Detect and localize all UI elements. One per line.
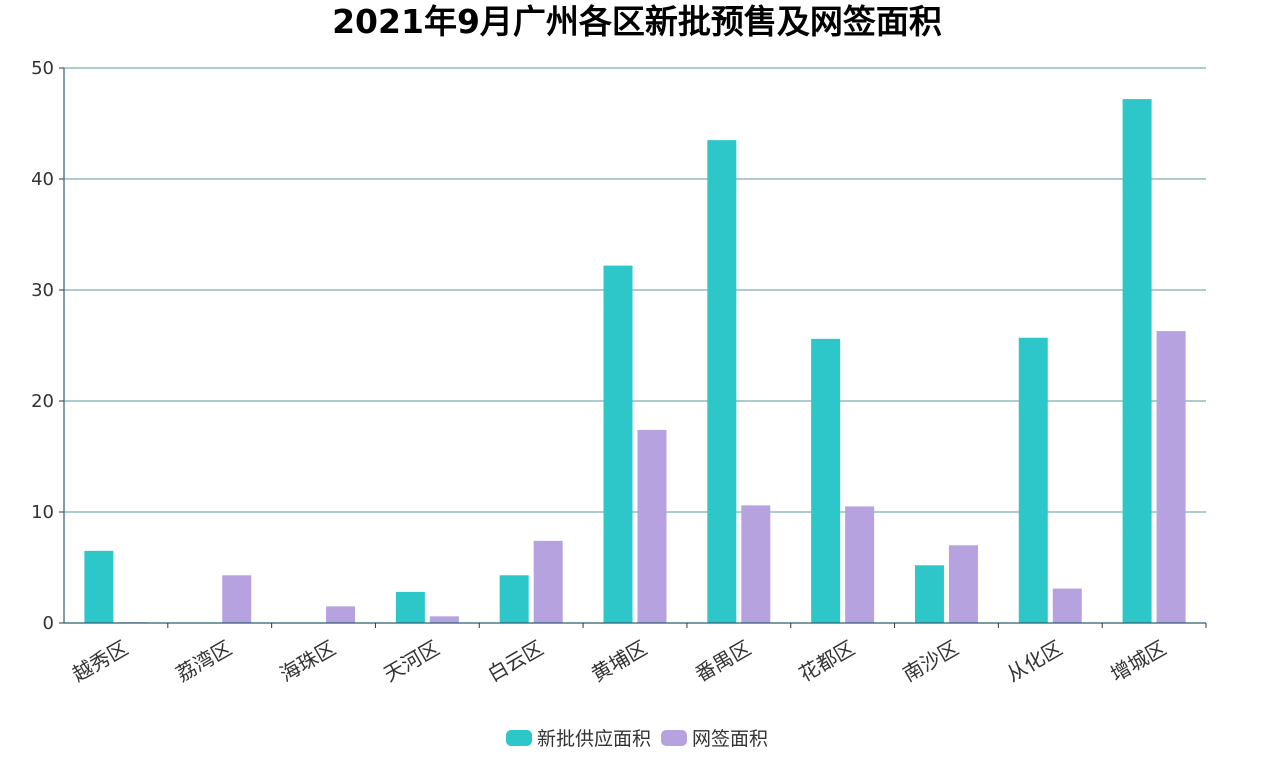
bar-supply-10[interactable] bbox=[1122, 99, 1152, 623]
bar-signed-2[interactable] bbox=[326, 606, 356, 623]
grid-layer bbox=[64, 67, 1206, 513]
y-tick-label: 20 bbox=[31, 391, 54, 412]
bar-supply-7[interactable] bbox=[811, 338, 841, 623]
x-tick-label: 越秀区 bbox=[68, 636, 132, 687]
y-tick-label: 0 bbox=[43, 613, 54, 634]
chart-title: 2021年9月广州各区新批预售及网签面积 bbox=[332, 2, 942, 41]
legend-swatch bbox=[661, 729, 687, 746]
y-tick-label: 50 bbox=[31, 58, 54, 79]
bar-signed-7[interactable] bbox=[845, 506, 875, 623]
x-tick-label: 天河区 bbox=[380, 636, 444, 687]
legend-item-supply[interactable]: 新批供应面积 bbox=[505, 724, 651, 751]
x-tick-label: 南沙区 bbox=[899, 636, 963, 687]
x-tick-label: 从化区 bbox=[1002, 636, 1066, 687]
x-tick-label: 荔湾区 bbox=[172, 636, 236, 687]
x-tick-label: 花都区 bbox=[795, 636, 859, 687]
bar-signed-9[interactable] bbox=[1052, 588, 1082, 623]
bar-signed-10[interactable] bbox=[1156, 331, 1186, 623]
y-tick-label: 40 bbox=[31, 169, 54, 190]
y-tick-label: 30 bbox=[31, 280, 54, 301]
bar-signed-1[interactable] bbox=[222, 575, 252, 623]
bar-signed-6[interactable] bbox=[741, 505, 771, 623]
legend-label: 新批供应面积 bbox=[536, 728, 651, 750]
bar-supply-4[interactable] bbox=[499, 575, 529, 623]
x-tick-label: 黄埔区 bbox=[587, 636, 651, 687]
bar-signed-8[interactable] bbox=[948, 545, 978, 623]
bar-signed-5[interactable] bbox=[637, 429, 667, 623]
legend-label: 网签面积 bbox=[692, 728, 769, 750]
bar-supply-8[interactable] bbox=[914, 565, 944, 623]
bar-supply-5[interactable] bbox=[603, 265, 633, 623]
y-tick-label: 10 bbox=[31, 502, 54, 523]
bar-supply-9[interactable] bbox=[1018, 337, 1048, 623]
bar-signed-3[interactable] bbox=[429, 616, 459, 623]
legend-item-signed[interactable]: 网签面积 bbox=[661, 724, 768, 751]
legend-swatch bbox=[505, 729, 532, 746]
bar-signed-4[interactable] bbox=[533, 540, 563, 623]
x-tick-label: 番禺区 bbox=[691, 636, 755, 687]
x-tick-label: 增城区 bbox=[1106, 636, 1170, 687]
bar-supply-3[interactable] bbox=[395, 591, 425, 623]
bar-supply-0[interactable] bbox=[84, 550, 114, 623]
x-tick-label: 白云区 bbox=[483, 636, 547, 687]
bars-layer bbox=[84, 99, 1186, 623]
x-tick-label: 海珠区 bbox=[276, 636, 340, 687]
legend: 新批供应面积 网签面积 bbox=[0, 724, 1274, 751]
bar-supply-6[interactable] bbox=[707, 140, 737, 623]
